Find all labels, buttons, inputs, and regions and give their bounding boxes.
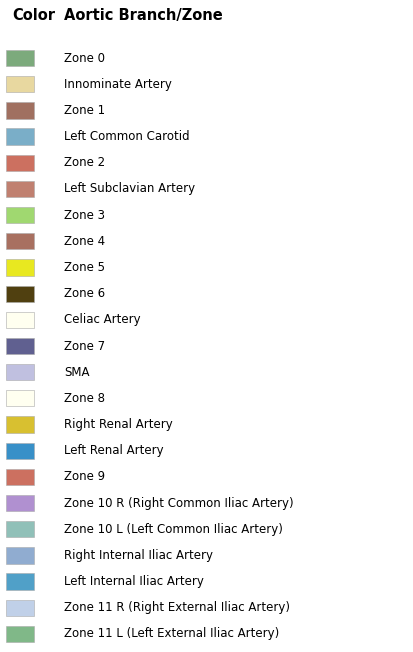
FancyBboxPatch shape <box>6 312 34 328</box>
FancyBboxPatch shape <box>6 547 34 563</box>
FancyBboxPatch shape <box>6 443 34 459</box>
FancyBboxPatch shape <box>6 128 34 145</box>
FancyBboxPatch shape <box>6 417 34 433</box>
Text: Right Renal Artery: Right Renal Artery <box>64 418 172 431</box>
FancyBboxPatch shape <box>6 181 34 197</box>
Text: Zone 10 L (Left Common Iliac Artery): Zone 10 L (Left Common Iliac Artery) <box>64 523 282 536</box>
FancyBboxPatch shape <box>6 495 34 511</box>
FancyBboxPatch shape <box>6 338 34 354</box>
Text: Left Internal Iliac Artery: Left Internal Iliac Artery <box>64 575 203 588</box>
Text: Left Subclavian Artery: Left Subclavian Artery <box>64 183 195 196</box>
Text: Zone 3: Zone 3 <box>64 209 105 222</box>
FancyBboxPatch shape <box>6 102 34 119</box>
FancyBboxPatch shape <box>6 155 34 171</box>
Text: Left Renal Artery: Left Renal Artery <box>64 444 163 457</box>
FancyBboxPatch shape <box>6 233 34 250</box>
Text: Innominate Artery: Innominate Artery <box>64 78 171 91</box>
Text: Zone 8: Zone 8 <box>64 392 105 405</box>
Text: Zone 5: Zone 5 <box>64 261 105 274</box>
FancyBboxPatch shape <box>6 521 34 537</box>
Text: Zone 11 L (Left External Iliac Artery): Zone 11 L (Left External Iliac Artery) <box>64 627 279 640</box>
Text: Aortic Branch/Zone: Aortic Branch/Zone <box>64 8 222 23</box>
Text: Zone 2: Zone 2 <box>64 156 105 170</box>
Text: Zone 6: Zone 6 <box>64 287 105 300</box>
Text: Zone 0: Zone 0 <box>64 52 105 65</box>
FancyBboxPatch shape <box>6 574 34 589</box>
Text: Zone 11 R (Right External Iliac Artery): Zone 11 R (Right External Iliac Artery) <box>64 601 289 614</box>
FancyBboxPatch shape <box>6 364 34 380</box>
Text: Celiac Artery: Celiac Artery <box>64 314 140 327</box>
FancyBboxPatch shape <box>6 600 34 616</box>
Text: Color: Color <box>12 8 55 23</box>
Text: Right Internal Iliac Artery: Right Internal Iliac Artery <box>64 549 212 562</box>
FancyBboxPatch shape <box>6 469 34 485</box>
FancyBboxPatch shape <box>6 207 34 223</box>
Text: Left Common Carotid: Left Common Carotid <box>64 130 189 143</box>
Text: SMA: SMA <box>64 366 89 379</box>
Text: Zone 4: Zone 4 <box>64 235 105 248</box>
FancyBboxPatch shape <box>6 259 34 276</box>
FancyBboxPatch shape <box>6 391 34 406</box>
Text: Zone 1: Zone 1 <box>64 104 105 117</box>
FancyBboxPatch shape <box>6 76 34 93</box>
Text: Zone 7: Zone 7 <box>64 340 105 353</box>
FancyBboxPatch shape <box>6 286 34 302</box>
FancyBboxPatch shape <box>6 626 34 642</box>
FancyBboxPatch shape <box>6 50 34 67</box>
Text: Zone 10 R (Right Common Iliac Artery): Zone 10 R (Right Common Iliac Artery) <box>64 497 293 510</box>
Text: Zone 9: Zone 9 <box>64 470 105 483</box>
